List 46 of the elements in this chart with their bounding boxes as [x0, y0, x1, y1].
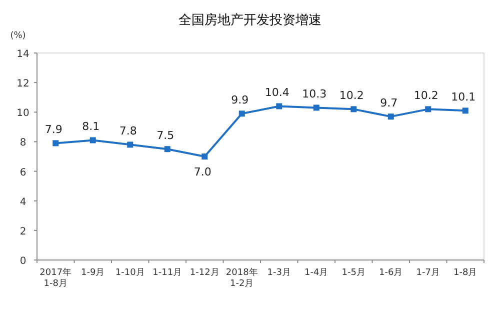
text: 8.1 [82, 120, 100, 134]
point [350, 106, 357, 112]
point [52, 140, 59, 146]
text: 10.1 [451, 90, 476, 104]
chart-title: 全国房地产开发投资增速 [178, 12, 322, 28]
y-tick-label: 0 [20, 256, 26, 267]
y-tick-label: 12 [16, 78, 30, 90]
text: 7.8 [119, 124, 137, 138]
y-tick-label: 2 [20, 226, 26, 238]
text: 10.2 [414, 89, 438, 102]
x-tick-label: 1-6月 [379, 268, 403, 278]
y-tick-label: 4 [20, 196, 26, 208]
x-tick-label: 1-9月 [81, 268, 105, 278]
y-tick-label: 14 [16, 49, 30, 60]
x-tick-label: 1-11月 [152, 268, 182, 278]
point [462, 108, 468, 114]
y-axis-title: (%) [10, 31, 26, 41]
point [313, 104, 320, 111]
point [202, 154, 208, 160]
text: 7.9 [44, 123, 62, 136]
x-tick-label: 2017年 1-8月 [40, 267, 72, 289]
point [276, 103, 282, 110]
text: 9.7 [380, 96, 398, 110]
point [90, 137, 96, 144]
x-tick-label: 1-8月 [454, 268, 478, 278]
point [388, 114, 394, 120]
y-tick-label: 10 [16, 108, 30, 120]
x-tick-label: 1-7月 [416, 268, 440, 278]
point [425, 106, 432, 112]
text: 7.5 [156, 129, 174, 142]
x-tick-label: 1-10月 [115, 268, 145, 278]
y-tick-label: 8 [20, 138, 26, 149]
text: 10.2 [339, 89, 364, 102]
x-tick-label: 1-12月 [190, 268, 220, 278]
point [238, 110, 245, 117]
x-tick-label: 1-3月 [267, 268, 291, 278]
point [127, 142, 134, 148]
x-tick-label: 1-4月 [304, 268, 328, 278]
x-tick-label: 2018年 1-2月 [226, 267, 258, 289]
point [164, 146, 170, 152]
y-tick-label: 6 [20, 167, 26, 178]
text: 7.0 [194, 166, 212, 178]
text: 9.9 [231, 94, 249, 107]
text: 10.3 [302, 88, 327, 101]
text: 10.4 [264, 86, 290, 100]
x-tick-label: 1-5月 [342, 268, 366, 278]
